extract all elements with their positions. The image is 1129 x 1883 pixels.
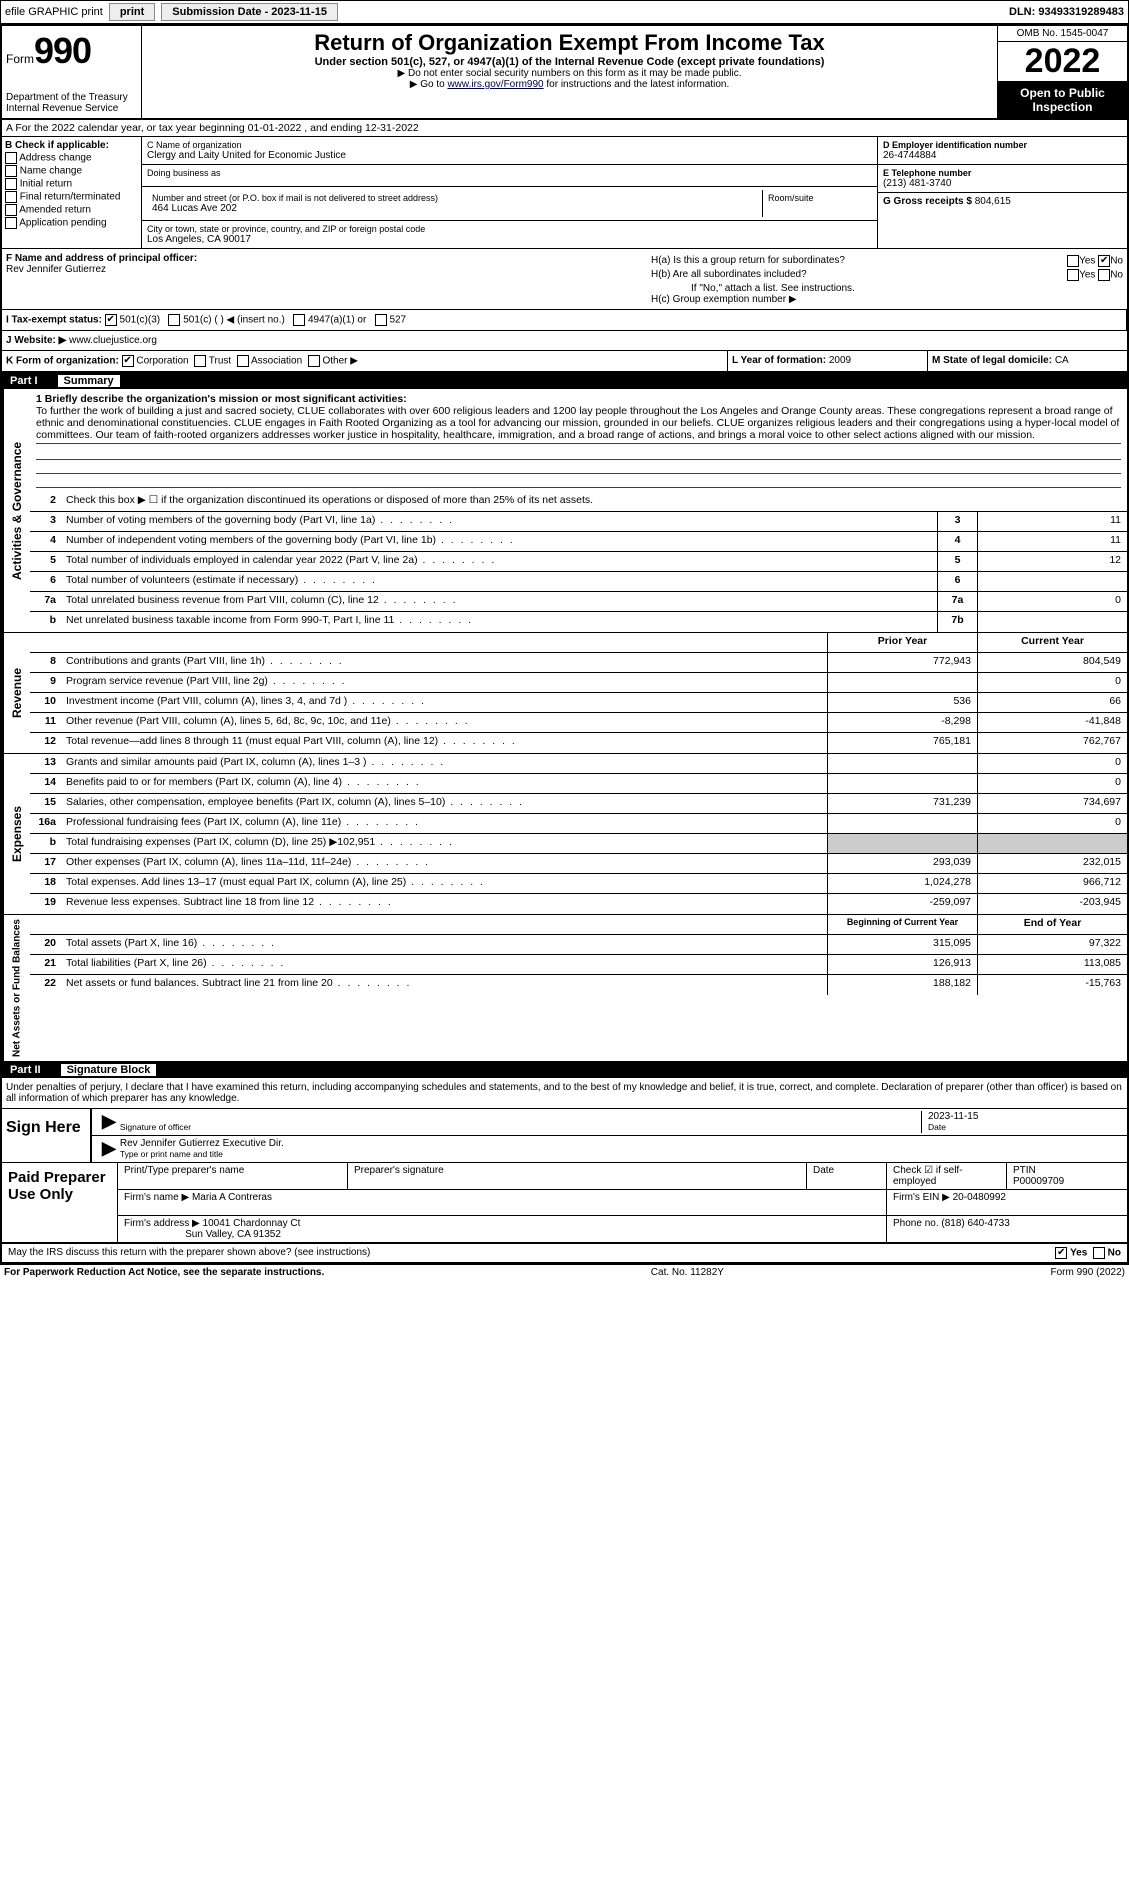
table-row: 8 Contributions and grants (Part VIII, l… — [30, 653, 1127, 673]
part1-header: Part I Summary — [2, 373, 1127, 389]
submission-date-button[interactable]: Submission Date - 2023-11-15 — [161, 3, 338, 21]
perjury-text: Under penalties of perjury, I declare th… — [2, 1078, 1127, 1109]
print-button[interactable]: print — [109, 3, 155, 21]
gross-receipts: 804,615 — [975, 196, 1011, 207]
ein: 26-4744884 — [883, 150, 1122, 161]
form-word: Form — [6, 52, 34, 66]
sign-here: Sign Here — [2, 1109, 92, 1162]
table-row: 21 Total liabilities (Part X, line 26) 1… — [30, 955, 1127, 975]
officer-name: Rev Jennifer Gutierrez — [6, 264, 106, 275]
side-expenses: Expenses — [2, 754, 30, 914]
form-990: Form 990 Department of the Treasury Inte… — [0, 24, 1129, 1265]
form-title: Return of Organization Exempt From Incom… — [146, 30, 993, 56]
row-i: I Tax-exempt status: 501(c)(3) 501(c) ( … — [2, 310, 1127, 330]
table-row: b Net unrelated business taxable income … — [30, 612, 1127, 632]
row-j: J Website: ▶ www.cluejustice.org — [2, 331, 1127, 351]
note-ssn: ▶ Do not enter social security numbers o… — [146, 68, 993, 79]
table-row: 9 Program service revenue (Part VIII, li… — [30, 673, 1127, 693]
table-row: 7a Total unrelated business revenue from… — [30, 592, 1127, 612]
part2-header: Part II Signature Block — [2, 1062, 1127, 1078]
table-row: 6 Total number of volunteers (estimate i… — [30, 572, 1127, 592]
website: www.cluejustice.org — [69, 335, 157, 346]
note-link: ▶ Go to www.irs.gov/Form990 for instruct… — [146, 79, 993, 90]
side-governance: Activities & Governance — [2, 389, 30, 632]
header-right: OMB No. 1545-0047 2022 Open to Public In… — [997, 26, 1127, 118]
open-public: Open to Public Inspection — [998, 82, 1127, 118]
side-revenue: Revenue — [2, 633, 30, 753]
dln-label: DLN: 93493319289483 — [1009, 6, 1124, 18]
row-a: A For the 2022 calendar year, or tax yea… — [2, 120, 1127, 137]
table-row: 14 Benefits paid to or for members (Part… — [30, 774, 1127, 794]
table-row: 16a Professional fundraising fees (Part … — [30, 814, 1127, 834]
table-row: 10 Investment income (Part VIII, column … — [30, 693, 1127, 713]
table-row: 5 Total number of individuals employed i… — [30, 552, 1127, 572]
table-row: 15 Salaries, other compensation, employe… — [30, 794, 1127, 814]
irs-link[interactable]: www.irs.gov/Form990 — [447, 79, 543, 90]
table-row: 11 Other revenue (Part VIII, column (A),… — [30, 713, 1127, 733]
table-row: 20 Total assets (Part X, line 16) 315,09… — [30, 935, 1127, 955]
table-row: 3 Number of voting members of the govern… — [30, 512, 1127, 532]
arrow-icon: ▶ — [98, 1111, 120, 1133]
omb-label: OMB No. 1545-0047 — [998, 26, 1127, 42]
table-row: 19 Revenue less expenses. Subtract line … — [30, 894, 1127, 914]
table-row: 12 Total revenue—add lines 8 through 11 … — [30, 733, 1127, 753]
section-f: F Name and address of principal officer:… — [2, 249, 647, 309]
table-row: 17 Other expenses (Part IX, column (A), … — [30, 854, 1127, 874]
org-city: Los Angeles, CA 90017 — [147, 234, 872, 245]
footer: For Paperwork Reduction Act Notice, see … — [0, 1265, 1129, 1280]
table-row: b Total fundraising expenses (Part IX, c… — [30, 834, 1127, 854]
tax-year: 2022 — [998, 42, 1127, 82]
form-number: 990 — [34, 30, 91, 72]
paid-preparer-label: Paid Preparer Use Only — [2, 1163, 117, 1242]
header-center: Return of Organization Exempt From Incom… — [142, 26, 997, 118]
table-row: 18 Total expenses. Add lines 13–17 (must… — [30, 874, 1127, 894]
org-address: 464 Lucas Ave 202 — [152, 203, 757, 214]
form-subtitle: Under section 501(c), 527, or 4947(a)(1)… — [146, 56, 993, 68]
top-bar: efile GRAPHIC print print Submission Dat… — [0, 0, 1129, 24]
side-net: Net Assets or Fund Balances — [2, 915, 30, 1061]
telephone: (213) 481-3740 — [883, 178, 1122, 189]
section-h: H(a) Is this a group return for subordin… — [647, 249, 1127, 309]
org-name: Clergy and Laity United for Economic Jus… — [147, 150, 872, 161]
arrow-icon: ▶ — [98, 1138, 120, 1160]
irs-label: Internal Revenue Service — [6, 103, 137, 114]
section-d: D Employer identification number 26-4744… — [877, 137, 1127, 248]
efile-label: efile GRAPHIC print — [5, 6, 103, 18]
row-k: K Form of organization: Corporation Trus… — [2, 351, 727, 371]
table-row: 22 Net assets or fund balances. Subtract… — [30, 975, 1127, 995]
mission-text: To further the work of building a just a… — [36, 405, 1121, 444]
section-b: B Check if applicable: Address change Na… — [2, 137, 142, 248]
table-row: 4 Number of independent voting members o… — [30, 532, 1127, 552]
table-row: 13 Grants and similar amounts paid (Part… — [30, 754, 1127, 774]
header-left: Form 990 Department of the Treasury Inte… — [2, 26, 142, 118]
mission-block: 1 Briefly describe the organization's mi… — [30, 389, 1127, 492]
dept-label: Department of the Treasury — [6, 92, 137, 103]
section-c: C Name of organization Clergy and Laity … — [142, 137, 877, 248]
